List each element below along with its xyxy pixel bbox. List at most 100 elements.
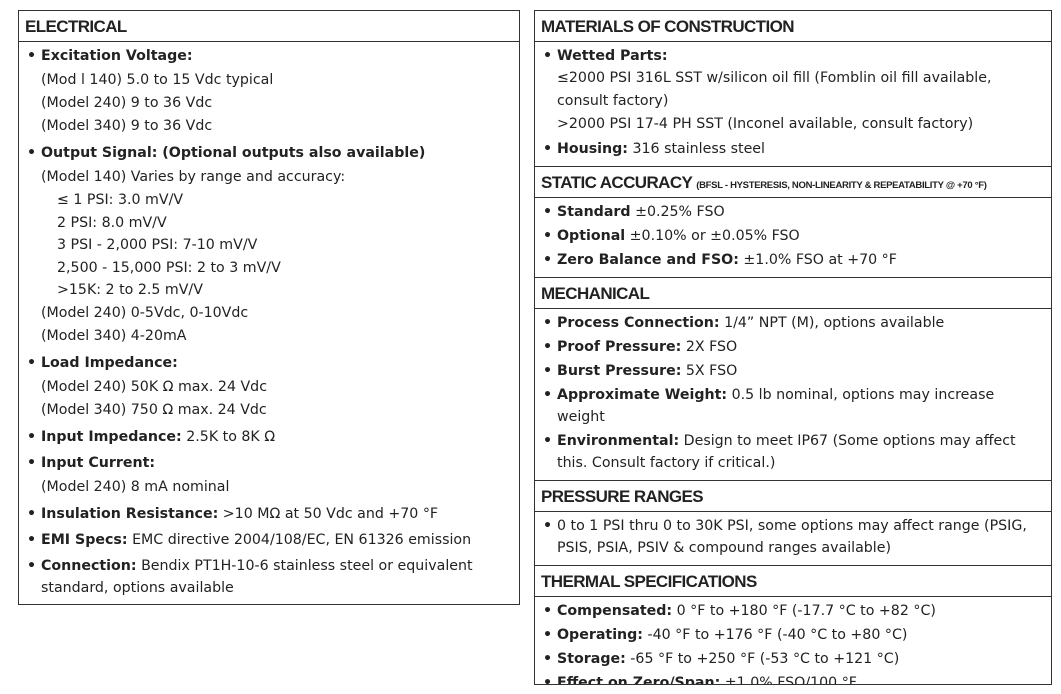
spec-list: Standard ±0.25% FSO Optional ±0.10% or ±0… (535, 198, 1051, 277)
spec-item: Wetted Parts: ≤2000 PSI 316L SST w/silico… (543, 45, 1045, 136)
spec-label: Excitation Voltage: (41, 48, 193, 64)
spec-value: EMC directive 2004/108/EC, EN 61326 emis… (132, 531, 472, 548)
spec-label: Approximate Weight: (557, 387, 728, 403)
spec-line: (Model 340) 9 to 36 Vdc (41, 118, 213, 134)
spec-line: (Mod l 140) 5.0 to 15 Vdc typical (41, 72, 274, 88)
spec-line: (Model 340) 750 Ω max. 24 Vdc (41, 401, 267, 418)
spec-label: Effect on Zero/Span: (557, 675, 721, 685)
section-header: THERMAL SPECIFICATIONS (535, 566, 1051, 597)
section-header: MATERIALS OF CONSTRUCTION (535, 11, 1051, 42)
spec-list: Process Connection: 1/4” NPT (M), option… (535, 309, 1051, 480)
spec-value: ±1.0% FSO at +70 °F (743, 252, 897, 268)
spec-label: Connection: (41, 557, 137, 574)
section-title: THERMAL SPECIFICATIONS (541, 572, 757, 591)
spec-label: Burst Pressure: (557, 363, 682, 379)
spec-item: Operating: -40 °F to +176 °F (-40 °C to … (543, 624, 1045, 646)
section-title: MATERIALS OF CONSTRUCTION (541, 17, 795, 36)
spec-value: -40 °F to +176 °F (-40 °C to +80 °C) (647, 627, 908, 643)
spec-value: Design to meet IP67 (Some options may af… (557, 433, 1016, 471)
spec-value: >10 MΩ at 50 Vdc and +70 °F (222, 505, 439, 522)
spec-line: (Model 240) 8 mA nominal (41, 478, 230, 495)
section: STATIC ACCURACY (BFSL - HYSTERESIS, NON-L… (535, 166, 1051, 277)
spec-value: 0 °F to +180 °F (-17.7 °C to +82 °C) (676, 603, 936, 619)
spec-label: Insulation Resistance: (41, 505, 219, 522)
spec-line: (Model 140) Varies by range and accuracy… (41, 169, 346, 185)
spec-line: 3 PSI - 2,000 PSI: 7-10 mV/V (57, 237, 258, 253)
section-header: PRESSURE RANGES (535, 481, 1051, 512)
spec-label: Optional (557, 228, 626, 244)
spec-item: Output Signal: (Optional outputs also av… (27, 142, 513, 348)
spec-item: Connection: Bendix PT1H-10-6 stainless s… (27, 555, 513, 599)
section: MATERIALS OF CONSTRUCTION Wetted Parts: ≤2… (535, 11, 1051, 166)
spec-item: Burst Pressure: 5X FSO (543, 360, 1045, 382)
spec-list: Wetted Parts: ≤2000 PSI 316L SST w/silico… (535, 42, 1051, 166)
spec-item: EMI Specs: EMC directive 2004/108/EC, EN… (27, 529, 513, 551)
spec-line: >2000 PSI 17-4 PH SST (Inconel available… (557, 116, 974, 132)
section: THERMAL SPECIFICATIONS Compensated: 0 °F … (535, 565, 1051, 685)
spec-item: Insulation Resistance: >10 MΩ at 50 Vdc … (27, 503, 513, 525)
spec-item: Zero Balance and FSO: ±1.0% FSO at +70 °… (543, 249, 1045, 271)
spec-item: Load Impedance: (Model 240) 50K Ω max. 24… (27, 352, 513, 422)
spec-label: Zero Balance and FSO: (557, 252, 739, 268)
spec-label: Environmental: (557, 433, 680, 449)
spec-item: Input Current: (Model 240) 8 mA nominal (27, 452, 513, 499)
spec-line: (Model 240) 9 to 36 Vdc (41, 95, 213, 111)
spec-line: (Model 240) 50K Ω max. 24 Vdc (41, 378, 267, 395)
section-title: STATIC ACCURACY (541, 173, 693, 192)
spec-label: Process Connection: (557, 315, 720, 331)
spec-list: 0 to 1 PSI thru 0 to 30K PSI, some optio… (535, 512, 1051, 565)
spec-item: Optional ±0.10% or ±0.05% FSO (543, 225, 1045, 247)
spec-line: ≤ 1 PSI: 3.0 mV/V (57, 192, 184, 208)
spec-value: ±0.25% FSO (635, 204, 725, 220)
section: ELECTRICAL Excitation Voltage: (Mod l 140)… (19, 11, 519, 604)
spec-item: Approximate Weight: 0.5 lb nominal, opti… (543, 384, 1045, 428)
spec-item: Compensated: 0 °F to +180 °F (-17.7 °C t… (543, 600, 1045, 622)
spec-label: Housing: (557, 141, 628, 157)
spec-value: Bendix PT1H-10-6 stainless steel or equi… (41, 557, 473, 596)
section-header: ELECTRICAL (19, 11, 519, 42)
spec-item: Storage: -65 °F to +250 °F (-53 °C to +1… (543, 648, 1045, 670)
spec-value: 1/4” NPT (M), options available (724, 315, 945, 331)
spec-label: Input Current: (41, 454, 156, 471)
spec-item: Proof Pressure: 2X FSO (543, 336, 1045, 358)
section-header: MECHANICAL (535, 278, 1051, 309)
section-title: MECHANICAL (541, 284, 650, 303)
spec-label: Operating: (557, 627, 643, 643)
spec-item: Effect on Zero/Span: ±1.0% FSO/100 °F (543, 672, 1045, 685)
spec-item: 0 to 1 PSI thru 0 to 30K PSI, some optio… (543, 515, 1045, 559)
spec-value: 316 stainless steel (632, 141, 765, 157)
left-column: ELECTRICAL Excitation Voltage: (Mod l 140)… (18, 10, 520, 605)
spec-item: Environmental: Design to meet IP67 (Some… (543, 430, 1045, 474)
spec-item: Excitation Voltage: (Mod l 140) 5.0 to 15… (27, 45, 513, 138)
spec-value: ±1.0% FSO/100 °F (724, 675, 857, 685)
section: MECHANICAL Process Connection: 1/4” NPT (… (535, 277, 1051, 480)
section-subtitle: (BFSL - HYSTERESIS, NON-LINEARITY & REPE… (696, 180, 987, 191)
spec-label: Wetted Parts: (557, 48, 668, 64)
spec-label: Proof Pressure: (557, 339, 682, 355)
spec-line: >15K: 2 to 2.5 mV/V (57, 282, 203, 298)
spec-item: Input Impedance: 2.5K to 8K Ω (27, 426, 513, 448)
spec-value: ±0.10% or ±0.05% FSO (629, 228, 800, 244)
section-title: ELECTRICAL (25, 17, 127, 36)
section-title: PRESSURE RANGES (541, 487, 704, 506)
spec-label: Load Impedance: (41, 354, 178, 371)
spec-value: 0.5 lb nominal, options may increase wei… (557, 387, 995, 425)
spec-item: Process Connection: 1/4” NPT (M), option… (543, 312, 1045, 334)
spec-value: 0 to 1 PSI thru 0 to 30K PSI, some optio… (557, 518, 1027, 556)
spec-label: Input Impedance: (41, 428, 182, 445)
section-header: STATIC ACCURACY (BFSL - HYSTERESIS, NON-L… (535, 167, 1051, 198)
spec-line: (Model 340) 4-20mA (41, 327, 187, 344)
spec-label: Standard (557, 204, 631, 220)
spec-label: Output Signal: (Optional outputs also av… (41, 145, 426, 161)
spec-line: ≤2000 PSI 316L SST w/silicon oil fill (F… (557, 70, 992, 109)
spec-value: -65 °F to +250 °F (-53 °C to +121 °C) (630, 651, 900, 667)
spec-value: 2X FSO (685, 339, 738, 355)
spec-value: 2.5K to 8K Ω (186, 428, 276, 445)
spec-line: 2 PSI: 8.0 mV/V (57, 214, 167, 231)
spec-line: (Model 240) 0-5Vdc, 0-10Vdc (41, 304, 249, 321)
spec-list: Compensated: 0 °F to +180 °F (-17.7 °C t… (535, 597, 1051, 685)
spec-item: Housing: 316 stainless steel (543, 138, 1045, 160)
spec-list: Excitation Voltage: (Mod l 140) 5.0 to 15… (19, 42, 519, 604)
spec-line: 2,500 - 15,000 PSI: 2 to 3 mV/V (57, 259, 281, 276)
